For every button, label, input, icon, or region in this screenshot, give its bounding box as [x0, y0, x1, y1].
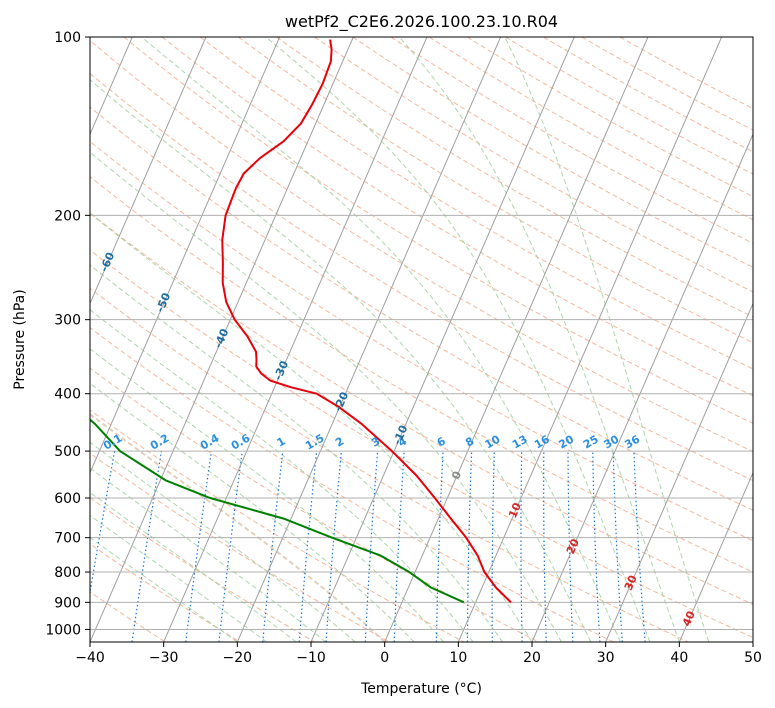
isotherm-label: 10 [506, 500, 524, 520]
dry-adiabat-line [90, 72, 753, 482]
plot-frame [89, 36, 754, 643]
dry-adiabat-line [314, 37, 753, 293]
isotherm-line [678, 471, 753, 642]
dry-adiabat-line [543, 37, 753, 153]
dry-adiabat-line [90, 106, 753, 511]
dry-adiabat-line [199, 37, 753, 370]
freezing-moist-adiabat-line [90, 413, 386, 642]
dry-adiabat-line [90, 497, 315, 642]
isotherm-label: 40 [680, 609, 698, 629]
y-tick-label: 100 [54, 30, 81, 46]
moist-adiabat-line [90, 212, 533, 642]
chart-title: wetPf2_C2E6.2026.100.23.10.R04 [285, 12, 558, 32]
x-tick-label: 10 [449, 650, 467, 666]
isotherm-line [605, 302, 753, 642]
x-tick-label: 30 [597, 650, 615, 666]
x-tick-label: −20 [223, 650, 253, 666]
y-axis-title: Pressure (hPa) [12, 289, 28, 389]
dry-adiabat-line [90, 287, 689, 642]
series-layer [90, 39, 512, 604]
mixing-ratio-line [218, 451, 243, 642]
y-tick-label: 700 [54, 531, 81, 547]
dry-adiabat-line [161, 37, 753, 397]
isotherm-line [310, 37, 575, 642]
mixing-ratio-line [185, 451, 213, 642]
moist-adiabat-line [90, 467, 327, 642]
mixing-ratio-line [298, 451, 318, 642]
isotherm-line [90, 37, 354, 642]
mixing-ratio-line [262, 451, 284, 642]
y-tick-label: 400 [54, 387, 81, 403]
moist-adiabat-line [141, 37, 621, 642]
dry-adiabat-line [90, 367, 540, 642]
dry-adiabat-line [90, 327, 614, 642]
y-tick-label: 200 [54, 208, 81, 224]
dry-adiabat-line [90, 176, 753, 573]
moist-adiabat-line [90, 151, 562, 642]
y-tick-label: 300 [54, 313, 81, 329]
isotherm-label: 30 [622, 573, 640, 593]
dry-adiabat-line [428, 37, 753, 221]
dry-adiabat-line [390, 37, 753, 244]
moist-adiabat-line [90, 536, 238, 642]
isotherm-line [531, 132, 753, 642]
x-tick-label: −30 [149, 650, 179, 666]
grid-layer [90, 37, 753, 642]
isotherm-line [457, 37, 723, 642]
dry-adiabat-line [90, 452, 390, 642]
moist-adiabat-line [90, 441, 356, 642]
y-tick-label: 900 [54, 595, 81, 611]
isotherm-line [236, 37, 502, 642]
y-tick-label: 800 [54, 565, 81, 581]
dry-adiabat-line [467, 37, 753, 198]
isotherm-line [384, 37, 649, 642]
moist-adiabat-line [265, 37, 651, 642]
moist-adiabat-line [398, 37, 680, 642]
moist-adiabat-line [90, 309, 474, 642]
dry-adiabat-line [90, 39, 753, 453]
x-tick-label: 50 [744, 650, 762, 666]
x-tick-label: −10 [296, 650, 326, 666]
isotherm-line [90, 37, 207, 305]
dry-adiabat-line [123, 37, 753, 424]
x-tick-label: 40 [670, 650, 688, 666]
dry-adiabat-line [505, 37, 753, 175]
dewpoint-profile-line [90, 418, 465, 604]
isotherm-line [90, 37, 281, 474]
y-tick-label: 500 [54, 444, 81, 460]
moist-adiabat-line [90, 264, 503, 642]
isotherm-line [163, 37, 428, 642]
mixing-ratio-line [325, 451, 343, 642]
dry-adiabat-line [90, 249, 753, 639]
x-tick-label: 20 [523, 650, 541, 666]
axis-layer: −40 −30 −20 −10 0 10 20 30 40 50 100 200 300 400 500 60… [45, 30, 762, 666]
x-axis-title: Temperature (°C) [360, 681, 482, 697]
temperature-profile-line [221, 39, 512, 604]
dry-adiabat-line [352, 37, 753, 268]
y-tick-label: 600 [54, 491, 81, 507]
isotherm-label: 20 [564, 537, 582, 557]
x-tick-label: −40 [75, 650, 105, 666]
dry-adiabat-line [238, 37, 753, 344]
moist-adiabat-line [504, 37, 710, 642]
x-tick-label: 0 [380, 650, 389, 666]
moist-adiabat-line [90, 79, 592, 642]
moist-adiabat-line [90, 348, 444, 642]
y-tick-label: 1000 [45, 622, 81, 638]
